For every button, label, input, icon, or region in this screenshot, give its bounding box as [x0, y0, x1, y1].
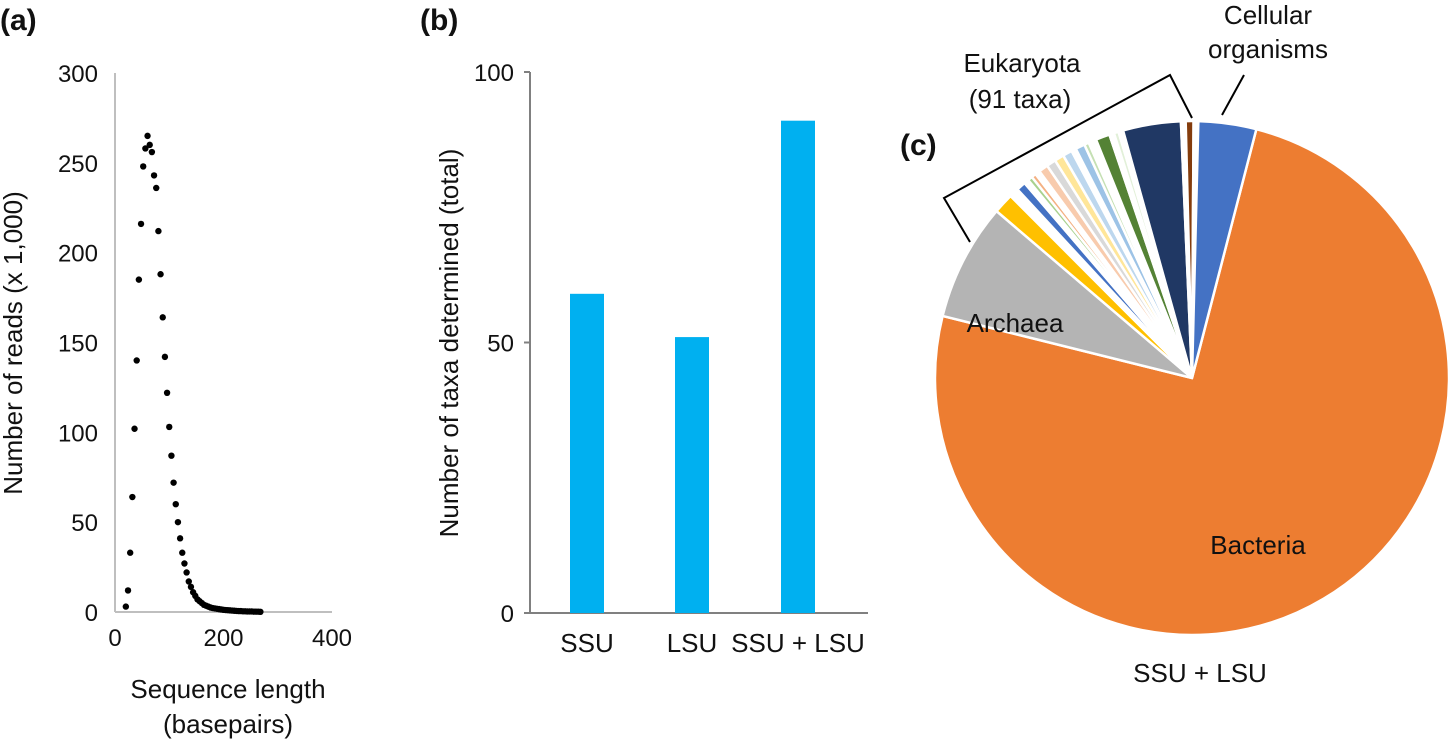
eukaryota-bracket	[942, 73, 1193, 243]
scatter-point	[148, 148, 156, 156]
scatter-y-tick-label: 250	[58, 151, 98, 178]
scatter-point	[137, 220, 145, 228]
bar-y-label: Number of taxa determined (total)	[434, 149, 464, 538]
pie-label-archaea: Archaea	[967, 308, 1064, 338]
scatter-point	[150, 172, 158, 179]
scatter-point	[140, 163, 147, 170]
bar	[781, 120, 815, 613]
scatter-point	[170, 479, 177, 486]
bar-y-tick-label: 100	[474, 60, 514, 87]
scatter-point	[126, 549, 134, 556]
scatter-x-label-line1: Sequence length	[130, 674, 325, 704]
scatter-y-tick-label: 100	[58, 420, 98, 447]
bar-category-label: LSU	[667, 628, 718, 658]
scatter-point	[153, 184, 160, 192]
scatter-point	[185, 578, 192, 585]
pie-panel: (c) Archaea Bacteria SSU + LSU Eukaryota…	[900, 0, 1451, 688]
scatter-x-tick-label: 200	[203, 625, 243, 652]
scatter-point	[174, 518, 182, 526]
pie-slice	[941, 209, 1193, 380]
bar-category-label: SSU + LSU	[731, 628, 865, 658]
scatter-point	[187, 583, 195, 591]
annotation-eukaryota-line1: Eukaryota	[963, 48, 1081, 78]
scatter-point	[161, 353, 169, 361]
scatter-point	[172, 501, 179, 508]
cellular-leader-line	[1221, 74, 1245, 116]
scatter-y-tick-label: 150	[58, 331, 98, 358]
scatter-point	[129, 493, 136, 501]
scatter-y-tick-label: 300	[58, 61, 98, 88]
scatter-panel: (a) 0 50 100 150 200 250 300 0 200 400 Sequence …	[0, 4, 352, 739]
scatter-point	[159, 314, 166, 321]
scatter-point	[179, 549, 186, 556]
scatter-y-label: Number of reads (x 1,000)	[0, 191, 28, 494]
scatter-y-tick-label: 0	[85, 600, 98, 627]
scatter-point	[142, 145, 149, 152]
bar	[570, 293, 604, 613]
bar	[675, 337, 709, 613]
scatter-x-label-line2: (basepairs)	[163, 709, 293, 739]
scatter-point	[163, 389, 171, 397]
scatter-point	[144, 132, 151, 140]
annotation-cellular-line2: organisms	[1208, 34, 1328, 64]
annotation-cellular-line1: Cellular	[1224, 0, 1312, 30]
scatter-x-tick-label: 400	[312, 625, 352, 652]
panel-label-b: (b)	[420, 4, 458, 37]
bar-panel: (b) 0 50 100 SSU LSU SSU + LSU Number of tax…	[420, 4, 868, 658]
pie-slice	[933, 127, 1451, 637]
scatter-point	[168, 452, 175, 459]
panel-label-a: (a)	[0, 4, 37, 37]
bar-y-tick-label: 50	[487, 331, 514, 358]
scatter-x-tick-label: 0	[108, 625, 121, 652]
scatter-point	[124, 587, 132, 594]
pie-label-bacteria: Bacteria	[1210, 530, 1306, 560]
scatter-point	[122, 603, 130, 610]
scatter-point	[155, 227, 162, 235]
panel-label-c: (c)	[900, 129, 937, 162]
scatter-point	[257, 608, 264, 616]
scatter-point	[146, 141, 153, 149]
bar-y-tick-label: 0	[501, 601, 514, 628]
scatter-point	[135, 276, 143, 283]
scatter-point	[183, 569, 190, 576]
annotation-eukaryota-line2: (91 taxa)	[969, 84, 1072, 114]
bar-category-label: SSU	[560, 628, 613, 658]
pie-slice	[1190, 119, 1258, 379]
scatter-point	[181, 560, 188, 567]
scatter-point	[166, 423, 173, 431]
scatter-y-tick-label: 200	[58, 241, 98, 268]
scatter-point	[133, 357, 140, 364]
scatter-y-tick-label: 50	[71, 510, 98, 537]
scatter-point	[157, 271, 164, 278]
pie-caption: SSU + LSU	[1133, 658, 1267, 688]
scatter-point	[131, 425, 138, 432]
scatter-point	[176, 535, 184, 542]
